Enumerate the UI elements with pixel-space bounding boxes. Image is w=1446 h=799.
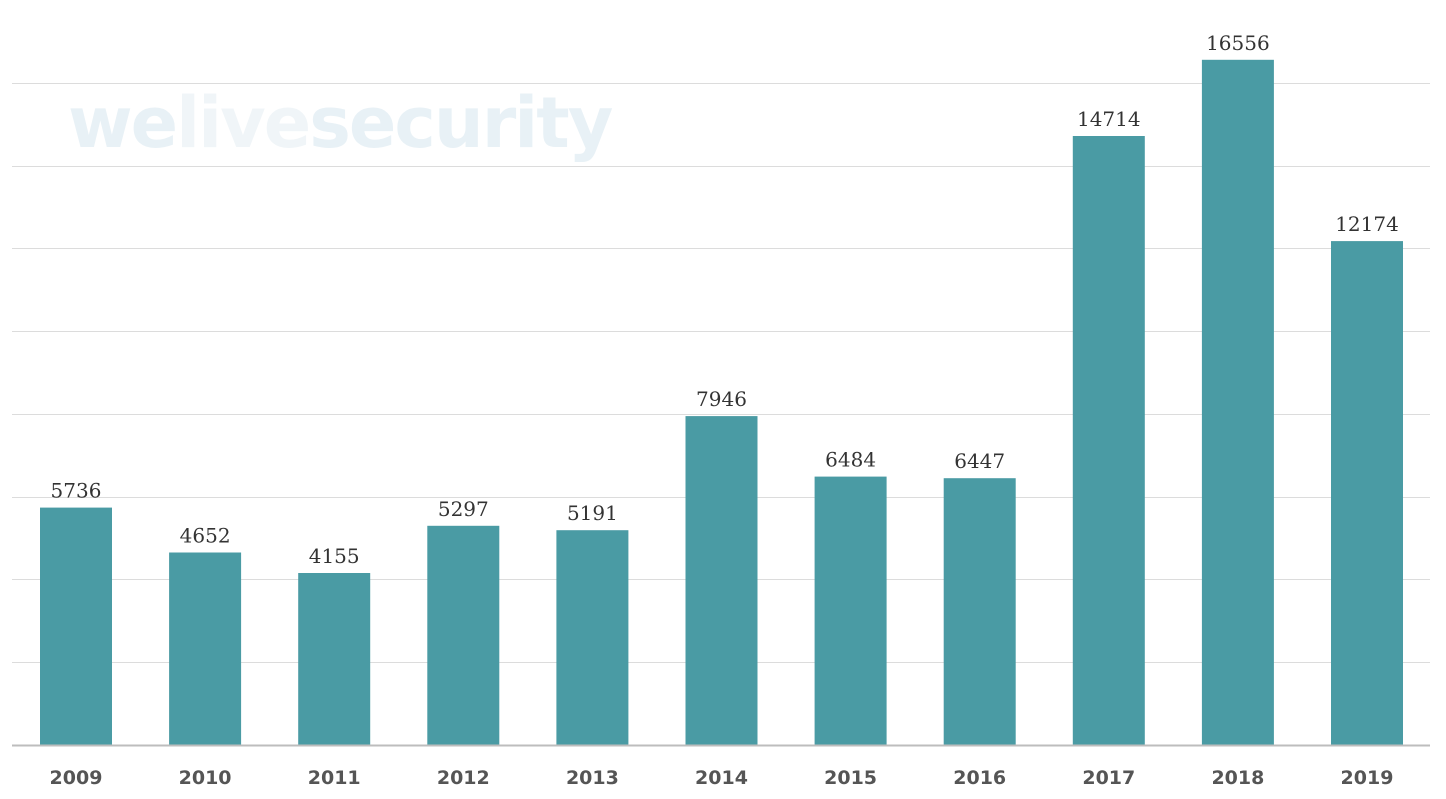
x-tick-2016: 2016 bbox=[953, 767, 1006, 789]
watermark-logo: welivesecurity bbox=[68, 82, 613, 164]
data-labels: 5736 4652 4155 5297 5191 7946 6484 6447 14714 165… bbox=[51, 31, 1399, 568]
data-label-2011: 4155 bbox=[309, 544, 360, 568]
bar-2009 bbox=[40, 507, 112, 745]
x-tick-2018: 2018 bbox=[1211, 767, 1264, 789]
data-label-2017: 14714 bbox=[1077, 107, 1141, 131]
bar-2013 bbox=[556, 530, 629, 745]
x-tick-2015: 2015 bbox=[824, 767, 877, 789]
bar-2016 bbox=[943, 478, 1016, 745]
data-label-2019: 12174 bbox=[1335, 212, 1399, 236]
bar-2019 bbox=[1331, 241, 1403, 745]
watermark-part-3: security bbox=[309, 82, 613, 164]
bars bbox=[40, 59, 1403, 746]
data-label-2018: 16556 bbox=[1206, 31, 1270, 55]
x-tick-2010: 2010 bbox=[179, 767, 232, 789]
bar-2012 bbox=[427, 525, 500, 745]
watermark-part-1: we bbox=[68, 82, 178, 164]
x-tick-2011: 2011 bbox=[308, 767, 361, 789]
x-tick-2009: 2009 bbox=[50, 767, 103, 789]
x-tick-2017: 2017 bbox=[1082, 767, 1135, 789]
x-tick-labels: 2009 2010 2011 2012 2013 2014 2015 2016 2017 2018… bbox=[50, 767, 1394, 789]
x-tick-2013: 2013 bbox=[566, 767, 619, 789]
gridlines bbox=[12, 83, 1430, 663]
data-label-2015: 6484 bbox=[825, 448, 876, 472]
bar-2015 bbox=[814, 476, 887, 745]
data-label-2009: 5736 bbox=[51, 479, 102, 503]
bar-2014 bbox=[685, 416, 758, 745]
data-label-2013: 5191 bbox=[567, 501, 618, 525]
bar-2010 bbox=[169, 552, 242, 745]
bar-2017 bbox=[1072, 136, 1145, 745]
bar-2011 bbox=[298, 573, 371, 745]
data-label-2010: 4652 bbox=[180, 524, 231, 548]
x-tick-2012: 2012 bbox=[437, 767, 490, 789]
x-tick-2014: 2014 bbox=[695, 767, 748, 789]
data-label-2012: 5297 bbox=[438, 497, 489, 521]
bar-2018 bbox=[1201, 59, 1274, 746]
watermark-part-2: live bbox=[176, 82, 311, 164]
data-label-2016: 6447 bbox=[954, 449, 1005, 473]
data-label-2014: 7946 bbox=[696, 387, 747, 411]
x-tick-2019: 2019 bbox=[1341, 767, 1394, 789]
